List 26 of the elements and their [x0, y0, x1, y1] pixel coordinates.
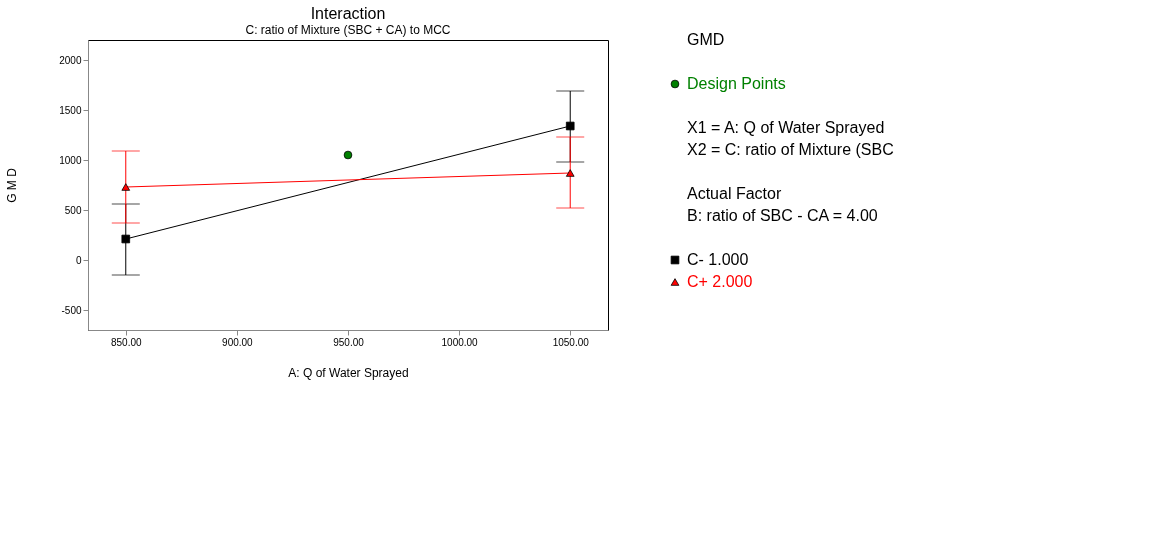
legend-label: C- 1.000 [687, 251, 749, 268]
point [121, 234, 131, 244]
y-tick-label: 0 [75, 254, 82, 266]
point [343, 150, 353, 160]
x-tick-label: 1000.00 [441, 336, 479, 348]
legend-label: C+ 2.000 [687, 273, 753, 290]
chart-subtitle: C: ratio of Mixture (SBC + CA) to MCC [245, 23, 451, 37]
y-tick-label: 1500 [59, 104, 82, 116]
y-axis-title: G M D [5, 167, 20, 203]
chart-title: Interaction [310, 5, 386, 22]
y-tick-label: -500 [61, 304, 82, 316]
legend-label: Design Points [687, 75, 786, 92]
y-tick-label: 2000 [59, 54, 82, 66]
text: B: ratio of SBC - CA = 4.00 [687, 207, 878, 224]
y-tick-label: 1000 [59, 154, 82, 166]
x-tick-label: 900.00 [222, 336, 254, 348]
text: X1 = A: Q of Water Sprayed [687, 119, 885, 136]
point [565, 121, 575, 131]
y-tick-label: 500 [64, 204, 82, 216]
x-tick-label: 950.00 [333, 336, 365, 348]
x-axis-title: A: Q of Water Sprayed [288, 365, 409, 380]
x-tick-label: 1050.00 [552, 336, 590, 348]
x-tick-label: 850.00 [110, 336, 143, 348]
text: X2 = C: ratio of Mixture (SBC [687, 141, 894, 158]
text: Actual Factor [687, 185, 782, 202]
text: GMD [687, 31, 725, 48]
